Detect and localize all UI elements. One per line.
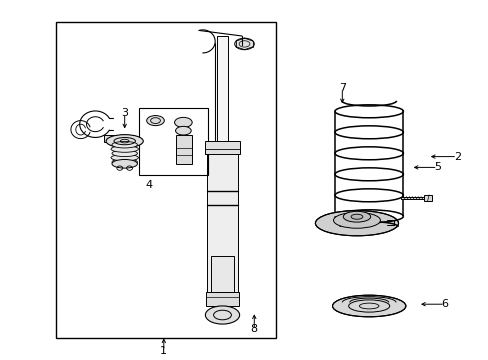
Text: 1: 1 — [160, 346, 167, 356]
Polygon shape — [176, 135, 192, 164]
Text: 8: 8 — [250, 324, 257, 334]
Text: 6: 6 — [441, 299, 447, 309]
Ellipse shape — [111, 146, 138, 152]
Polygon shape — [206, 144, 238, 295]
Polygon shape — [424, 195, 431, 201]
Ellipse shape — [315, 211, 398, 236]
Ellipse shape — [112, 141, 137, 148]
Ellipse shape — [111, 154, 138, 161]
Ellipse shape — [146, 116, 164, 126]
Ellipse shape — [234, 38, 254, 50]
Polygon shape — [210, 256, 234, 292]
Ellipse shape — [343, 211, 370, 222]
Polygon shape — [217, 36, 227, 144]
Ellipse shape — [205, 306, 239, 324]
Polygon shape — [205, 292, 239, 306]
Polygon shape — [104, 135, 116, 142]
Text: 2: 2 — [453, 152, 460, 162]
Polygon shape — [204, 141, 240, 154]
Ellipse shape — [112, 150, 137, 157]
Ellipse shape — [112, 159, 137, 168]
Ellipse shape — [333, 212, 380, 228]
Ellipse shape — [332, 295, 405, 317]
Polygon shape — [400, 197, 424, 199]
Ellipse shape — [350, 214, 362, 219]
Text: 5: 5 — [433, 162, 440, 172]
Text: 4: 4 — [145, 180, 152, 190]
Ellipse shape — [174, 117, 192, 127]
Ellipse shape — [175, 126, 191, 135]
Text: 3: 3 — [121, 108, 128, 118]
Ellipse shape — [112, 159, 137, 165]
Text: 7: 7 — [338, 83, 345, 93]
Ellipse shape — [106, 135, 143, 148]
